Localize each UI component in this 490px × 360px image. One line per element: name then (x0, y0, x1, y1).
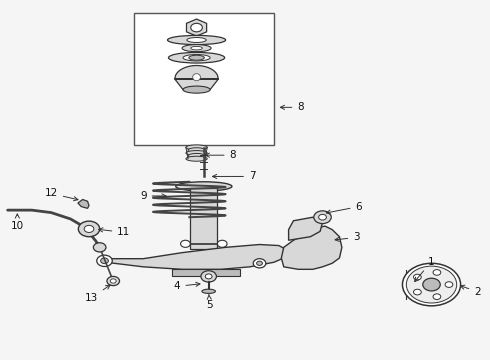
Bar (134, 13, 274, 145)
Polygon shape (78, 199, 89, 208)
Text: 5: 5 (206, 294, 213, 310)
Ellipse shape (168, 35, 225, 45)
Polygon shape (175, 66, 219, 90)
Text: 1: 1 (415, 257, 435, 282)
Text: 11: 11 (98, 228, 130, 238)
Circle shape (402, 263, 461, 306)
Ellipse shape (169, 53, 224, 63)
Text: 13: 13 (85, 285, 110, 303)
Text: 6: 6 (326, 202, 362, 214)
Circle shape (433, 294, 441, 300)
Circle shape (406, 266, 457, 303)
Circle shape (84, 225, 94, 233)
Circle shape (205, 274, 212, 279)
Ellipse shape (182, 45, 211, 52)
Ellipse shape (188, 153, 205, 158)
Circle shape (314, 211, 331, 224)
Ellipse shape (183, 86, 210, 93)
Ellipse shape (202, 289, 216, 293)
Ellipse shape (188, 148, 205, 153)
Circle shape (107, 276, 120, 285)
Text: 2: 2 (461, 285, 481, 297)
Polygon shape (281, 226, 342, 269)
Circle shape (100, 258, 108, 264)
Ellipse shape (191, 46, 202, 50)
Ellipse shape (176, 182, 232, 191)
Circle shape (110, 279, 116, 283)
Circle shape (414, 274, 421, 280)
Circle shape (253, 259, 266, 268)
Text: 8: 8 (205, 150, 236, 160)
Ellipse shape (193, 74, 200, 81)
Circle shape (318, 215, 326, 220)
Text: 9: 9 (140, 191, 166, 201)
Ellipse shape (406, 270, 418, 299)
Circle shape (433, 270, 441, 275)
Polygon shape (99, 244, 289, 269)
Circle shape (78, 221, 99, 237)
Text: 3: 3 (335, 233, 360, 242)
Text: 12: 12 (45, 189, 78, 201)
Polygon shape (187, 19, 207, 36)
Circle shape (445, 282, 453, 287)
Circle shape (414, 289, 421, 295)
Text: 8: 8 (280, 102, 304, 112)
Ellipse shape (186, 150, 207, 156)
Ellipse shape (183, 54, 210, 61)
Ellipse shape (187, 37, 206, 42)
Ellipse shape (189, 55, 204, 60)
Text: 7: 7 (213, 171, 256, 181)
Ellipse shape (186, 156, 207, 161)
Circle shape (181, 240, 190, 247)
Text: 10: 10 (11, 214, 24, 231)
Circle shape (218, 240, 227, 247)
Polygon shape (289, 217, 322, 240)
Circle shape (191, 23, 202, 32)
Polygon shape (172, 269, 240, 276)
Ellipse shape (186, 145, 207, 150)
Circle shape (97, 255, 112, 266)
Circle shape (94, 243, 106, 252)
Polygon shape (190, 188, 218, 249)
Circle shape (423, 278, 440, 291)
Circle shape (201, 271, 217, 282)
Text: 4: 4 (174, 281, 200, 291)
Circle shape (257, 261, 263, 265)
